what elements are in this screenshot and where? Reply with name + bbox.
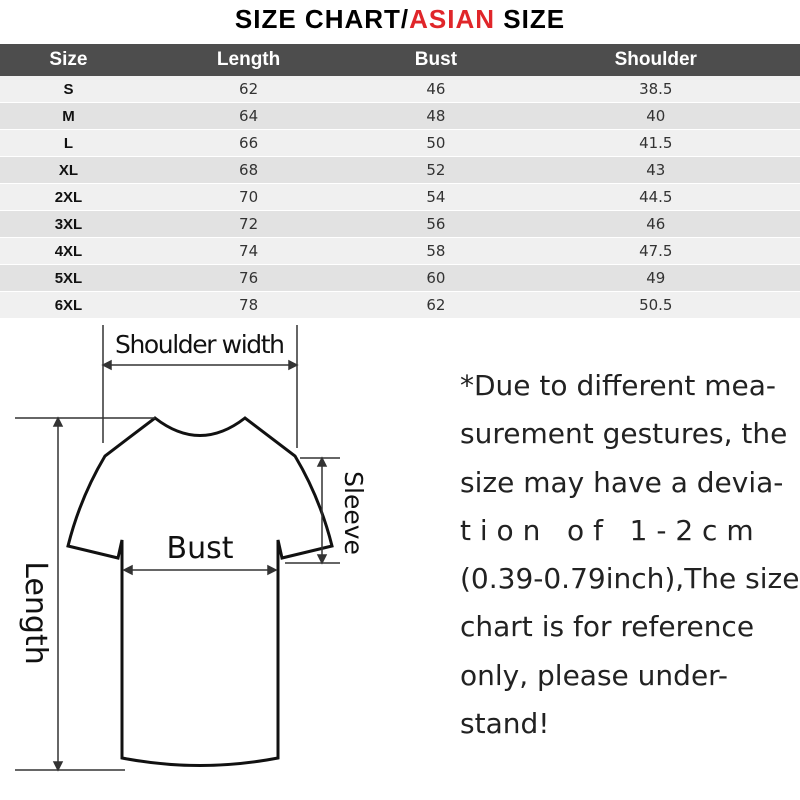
header-row: Size Length Bust Shoulder <box>0 44 800 76</box>
length-label: Length <box>18 561 53 664</box>
table-cell: 4XL <box>0 237 137 265</box>
shoulder-label: Shoulder width <box>115 330 285 359</box>
table-cell: 62 <box>360 291 512 319</box>
table-cell: 72 <box>136 210 361 238</box>
table-cell: 46 <box>511 210 800 238</box>
table-cell: 46 <box>360 76 512 103</box>
table-cell: 38.5 <box>511 76 800 103</box>
header-cell: Length <box>136 44 361 76</box>
tshirt <box>66 416 334 767</box>
table-cell: 50.5 <box>511 291 800 319</box>
table-cell: 74 <box>136 237 361 265</box>
table-cell: 66 <box>136 129 361 157</box>
table-cell: 62 <box>136 76 361 103</box>
title-end: SIZE <box>503 4 566 34</box>
table-cell: 6XL <box>0 291 137 319</box>
table-row: 3XL 72 56 46 <box>0 210 800 238</box>
table-cell: 68 <box>136 156 361 184</box>
note: *Due to different mea-surement gestures,… <box>460 362 799 748</box>
note-line: surement gestures, the <box>460 417 788 451</box>
table-cell: 50 <box>360 129 512 157</box>
table-cell: XL <box>0 156 137 184</box>
table-row: XL 68 52 43 <box>0 156 800 184</box>
table-cell: 3XL <box>0 210 137 238</box>
header-cell: Shoulder <box>511 44 800 76</box>
table-cell: 76 <box>136 264 361 292</box>
table-cell: 70 <box>136 183 361 211</box>
header-cell: Bust <box>360 44 512 76</box>
table-cell: 44.5 <box>511 183 800 211</box>
table-cell: 78 <box>136 291 361 319</box>
note-line: (0.39-0.79inch),The size <box>460 562 800 596</box>
table-cell: 48 <box>360 102 512 130</box>
table-cell: 43 <box>511 156 800 184</box>
diagram: Shoulder width Bust Sleeve Length <box>15 325 368 772</box>
table-cell: 60 <box>360 264 512 292</box>
table-row: M 64 48 40 <box>0 102 800 130</box>
table-cell: 56 <box>360 210 512 238</box>
size-table: Size Length Bust Shoulder S 62 46 38.5 M 64 48 40 L 6… <box>0 44 800 319</box>
table-cell: 64 <box>136 102 361 130</box>
table-cell: 52 <box>360 156 512 184</box>
table-row: 4XL 74 58 47.5 <box>0 237 800 265</box>
table-cell: 47.5 <box>511 237 800 265</box>
note-line: *Due to different mea- <box>460 369 777 402</box>
table-cell: S <box>0 76 137 103</box>
table-row: 5XL 76 60 49 <box>0 264 800 292</box>
note-line: chart is for reference <box>460 610 755 644</box>
title-main: SIZE CHART/ <box>234 4 410 34</box>
note-line: size may have a devia- <box>460 465 784 499</box>
table-row: 2XL 70 54 44.5 <box>0 183 800 211</box>
table-cell: M <box>0 102 137 130</box>
table-row: S 62 46 38.5 <box>0 76 800 103</box>
note-line: stand! <box>460 707 550 741</box>
table-cell: L <box>0 129 137 157</box>
table-cell: 54 <box>360 183 512 211</box>
table-row: L 66 50 41.5 <box>0 129 800 157</box>
table-cell: 49 <box>511 264 800 292</box>
sleeve-label: Sleeve <box>339 471 368 555</box>
table-cell: 58 <box>360 237 512 265</box>
arrowheads <box>52 359 328 772</box>
table-cell: 41.5 <box>511 129 800 157</box>
table-row: 6XL 78 62 50.5 <box>0 291 800 319</box>
table-cell: 40 <box>511 102 800 130</box>
header-cell: Size <box>0 44 137 76</box>
note-line: only, please under- <box>460 658 728 692</box>
title-highlight: ASIAN <box>409 4 496 34</box>
bust-label: Bust <box>167 531 234 566</box>
note-line: t i o n o f 1 - 2 c m <box>460 513 754 547</box>
table-cell: 5XL <box>0 264 137 292</box>
table-cell: 2XL <box>0 183 137 211</box>
title: SIZE CHART/ASIAN SIZE <box>0 4 800 35</box>
